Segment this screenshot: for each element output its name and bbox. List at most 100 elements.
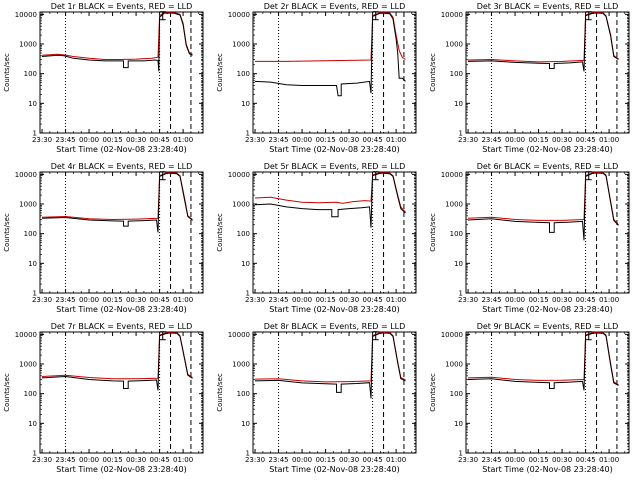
x-tick-label: 00:00 bbox=[505, 296, 525, 304]
detector-panel-9: Det 9r BLACK = Events, RED = LLD 1 10 100 10… bbox=[426, 320, 639, 480]
detector-panel-1: Det 1r BLACK = Events, RED = LLD 1 10 100 10… bbox=[0, 0, 213, 160]
y-tick-label: 10 bbox=[241, 420, 250, 428]
events-series-line bbox=[254, 12, 406, 97]
y-axis-label: Counts/sec bbox=[216, 373, 224, 412]
x-tick-label: 00:15 bbox=[528, 456, 548, 464]
lld-series-line bbox=[254, 332, 406, 383]
chart-title: Det 6r BLACK = Events, RED = LLD bbox=[477, 162, 619, 171]
x-tick-label: 23:30 bbox=[32, 296, 52, 304]
x-tick-label: 00:00 bbox=[292, 456, 312, 464]
y-tick-label: 100 bbox=[237, 230, 250, 238]
events-series-line bbox=[467, 172, 619, 241]
y-tick-label: 1 bbox=[459, 290, 463, 298]
x-tick-label: 23:45 bbox=[55, 136, 75, 144]
y-tick-label: 100 bbox=[237, 390, 250, 398]
y-tick-label: 10000 bbox=[15, 331, 37, 339]
x-tick-label: 01:00 bbox=[386, 136, 406, 144]
x-tick-label: 23:45 bbox=[268, 296, 288, 304]
panel-chart: Det 7r BLACK = Events, RED = LLD 1 10 100 10… bbox=[3, 322, 204, 474]
x-axis-label: Start Time (02-Nov-08 23:28:40) bbox=[56, 145, 186, 154]
x-tick-label: 00:00 bbox=[505, 456, 525, 464]
events-series-line bbox=[41, 12, 193, 72]
detector-panel-6: Det 6r BLACK = Events, RED = LLD 1 10 100 10… bbox=[426, 160, 639, 320]
y-axis-label: Counts/sec bbox=[429, 53, 437, 92]
x-tick-label: 01:00 bbox=[599, 456, 619, 464]
x-tick-label: 23:30 bbox=[245, 296, 265, 304]
x-tick-label: 00:15 bbox=[528, 296, 548, 304]
x-tick-label: 00:45 bbox=[575, 296, 595, 304]
x-tick-label: 00:45 bbox=[149, 296, 169, 304]
y-axis-label: Counts/sec bbox=[3, 53, 11, 92]
y-tick-label: 10 bbox=[454, 100, 463, 108]
x-tick-label: 01:00 bbox=[599, 296, 619, 304]
x-tick-label: 00:45 bbox=[362, 456, 382, 464]
y-tick-label: 10000 bbox=[228, 171, 250, 179]
y-tick-label: 1 bbox=[246, 290, 250, 298]
y-tick-label: 1000 bbox=[19, 361, 37, 369]
x-tick-label: 00:15 bbox=[315, 296, 335, 304]
plot-frame bbox=[465, 11, 630, 134]
lld-series-line bbox=[41, 332, 193, 380]
x-tick-label: 00:30 bbox=[126, 296, 146, 304]
x-tick-label: 23:45 bbox=[268, 136, 288, 144]
y-tick-label: 1000 bbox=[19, 201, 37, 209]
x-tick-label: 00:30 bbox=[552, 136, 572, 144]
y-tick-label: 100 bbox=[450, 70, 463, 78]
y-tick-label: 10000 bbox=[228, 331, 250, 339]
plot-frame bbox=[39, 331, 204, 454]
y-tick-label: 10 bbox=[241, 100, 250, 108]
y-axis-label: Counts/sec bbox=[3, 373, 11, 412]
y-tick-label: 1 bbox=[459, 450, 463, 458]
detector-panel-8: Det 8r BLACK = Events, RED = LLD 1 10 100 10… bbox=[213, 320, 426, 480]
x-axis-label: Start Time (02-Nov-08 23:28:40) bbox=[482, 145, 612, 154]
x-tick-label: 23:30 bbox=[32, 456, 52, 464]
x-axis-label: Start Time (02-Nov-08 23:28:40) bbox=[56, 465, 186, 474]
y-tick-label: 10000 bbox=[228, 11, 250, 19]
x-tick-label: 00:00 bbox=[79, 136, 99, 144]
plot-frame bbox=[465, 331, 630, 454]
y-tick-label: 10 bbox=[28, 420, 37, 428]
x-tick-label: 00:30 bbox=[552, 296, 572, 304]
events-series-line bbox=[41, 332, 193, 391]
panel-chart: Det 5r BLACK = Events, RED = LLD 1 10 100 10… bbox=[216, 162, 417, 314]
x-tick-label: 01:00 bbox=[173, 296, 193, 304]
y-tick-label: 1 bbox=[246, 130, 250, 138]
panel-chart: Det 2r BLACK = Events, RED = LLD 1 10 100 10… bbox=[216, 2, 417, 154]
x-tick-label: 23:45 bbox=[481, 296, 501, 304]
x-tick-label: 00:00 bbox=[79, 296, 99, 304]
x-tick-label: 01:00 bbox=[386, 296, 406, 304]
chart-title: Det 9r BLACK = Events, RED = LLD bbox=[477, 322, 619, 331]
x-tick-label: 01:00 bbox=[173, 456, 193, 464]
detector-panel-2: Det 2r BLACK = Events, RED = LLD 1 10 100 10… bbox=[213, 0, 426, 160]
y-tick-label: 10 bbox=[454, 420, 463, 428]
chart-title: Det 8r BLACK = Events, RED = LLD bbox=[264, 322, 406, 331]
panel-chart: Det 6r BLACK = Events, RED = LLD 1 10 100 10… bbox=[429, 162, 630, 314]
y-tick-label: 1 bbox=[246, 450, 250, 458]
x-tick-label: 00:15 bbox=[102, 296, 122, 304]
x-axis-label: Start Time (02-Nov-08 23:28:40) bbox=[482, 305, 612, 314]
y-axis-label: Counts/sec bbox=[216, 53, 224, 92]
y-tick-label: 1000 bbox=[445, 361, 463, 369]
events-series-line bbox=[41, 172, 193, 233]
y-tick-label: 1000 bbox=[19, 41, 37, 49]
x-tick-label: 00:00 bbox=[292, 296, 312, 304]
x-tick-label: 01:00 bbox=[173, 136, 193, 144]
y-tick-label: 1000 bbox=[232, 41, 250, 49]
y-tick-label: 1000 bbox=[232, 201, 250, 209]
x-tick-label: 23:45 bbox=[268, 456, 288, 464]
x-tick-label: 23:45 bbox=[55, 296, 75, 304]
y-tick-label: 100 bbox=[24, 390, 37, 398]
lld-series-line bbox=[254, 172, 406, 213]
x-tick-label: 00:45 bbox=[362, 136, 382, 144]
x-tick-label: 23:30 bbox=[32, 136, 52, 144]
x-tick-label: 23:30 bbox=[245, 136, 265, 144]
x-tick-label: 00:00 bbox=[79, 456, 99, 464]
chart-title: Det 3r BLACK = Events, RED = LLD bbox=[477, 2, 619, 11]
y-tick-label: 10 bbox=[28, 260, 37, 268]
plot-frame bbox=[465, 171, 630, 294]
y-tick-label: 1000 bbox=[232, 361, 250, 369]
y-tick-label: 100 bbox=[24, 70, 37, 78]
y-tick-label: 1 bbox=[33, 130, 37, 138]
y-tick-label: 1000 bbox=[445, 201, 463, 209]
chart-title: Det 4r BLACK = Events, RED = LLD bbox=[51, 162, 193, 171]
